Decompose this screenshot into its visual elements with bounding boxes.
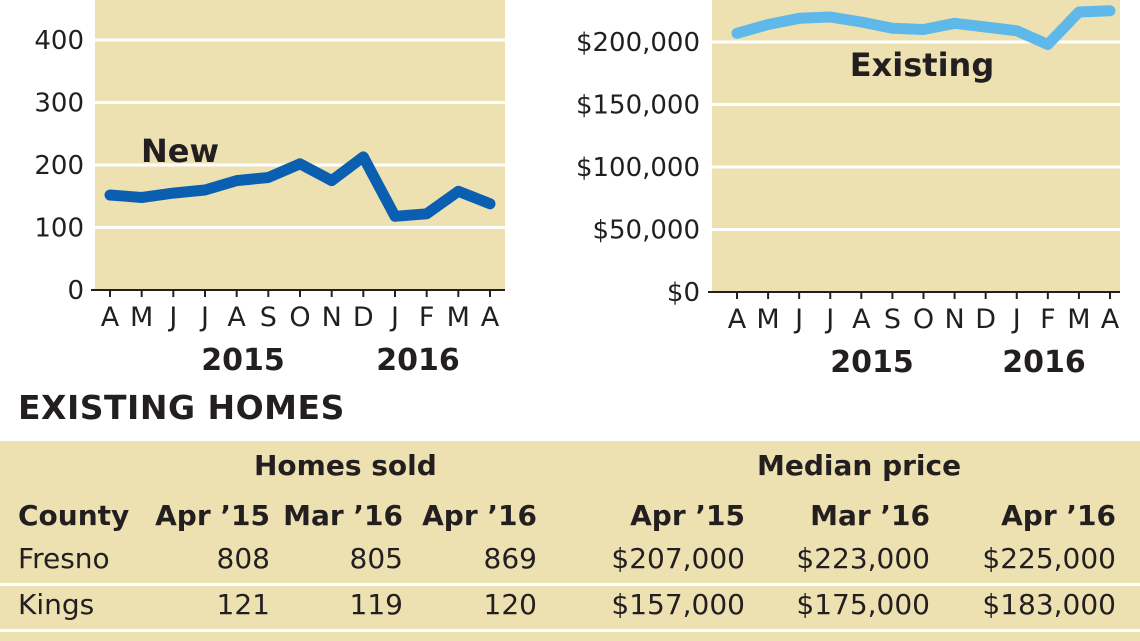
x-tick-label: S <box>884 304 901 335</box>
x-tick-label: N <box>944 304 964 335</box>
x-tick-label: M <box>130 302 153 333</box>
x-tick-label: O <box>289 302 310 333</box>
cell-sold-mar16: 805 <box>349 542 403 575</box>
x-tick-label: M <box>447 302 470 333</box>
plot-background <box>712 0 1120 292</box>
x-tick-label: J <box>167 302 177 333</box>
group-header-median-price: Median price <box>757 449 962 482</box>
column-header-row: County Apr ’15 Mar ’16 Apr ’16 Apr ’15 M… <box>0 494 1140 538</box>
x-tick-label: A <box>101 302 120 333</box>
y-tick-label: 200 <box>34 151 84 181</box>
cell-sold-apr16: 120 <box>483 588 537 621</box>
y-tick-label: 0 <box>67 276 84 306</box>
cell-sold-apr15: 121 <box>216 588 270 621</box>
x-tick-label: A <box>227 302 246 333</box>
year-label-2016: 2016 <box>376 343 460 378</box>
row-divider <box>0 629 1140 632</box>
col-header-price-apr16: Apr ’16 <box>1001 499 1116 532</box>
cell-price-apr16: $225,000 <box>982 542 1116 575</box>
table-row: Fresno 808 805 869 $207,000 $223,000 $22… <box>0 537 1140 581</box>
series-label-new: New <box>141 132 219 170</box>
x-tick-label: J <box>199 302 209 333</box>
cell-price-apr15: $207,000 <box>611 542 745 575</box>
y-tick-label: $150,000 <box>576 91 700 121</box>
x-tick-label: A <box>1101 304 1120 335</box>
cell-county: Kings <box>18 588 95 621</box>
year-label-2016: 2016 <box>1002 345 1086 380</box>
cell-county: Fresno <box>18 542 110 575</box>
series-line-existing <box>731 5 1116 50</box>
year-label-2015: 2015 <box>830 345 914 380</box>
col-header-county: County <box>18 499 130 532</box>
existing-homes-table: Homes sold Median price County Apr ’15 M… <box>0 441 1140 641</box>
cell-sold-apr15: 808 <box>216 542 270 575</box>
x-tick-label: S <box>260 302 277 333</box>
x-tick-label: D <box>975 304 996 335</box>
x-tick-label: J <box>793 304 803 335</box>
col-header-sold-apr15: Apr ’15 <box>155 499 270 532</box>
cell-price-apr16: $183,000 <box>982 588 1116 621</box>
cell-price-mar16: $175,000 <box>796 588 930 621</box>
row-divider <box>0 583 1140 586</box>
series-label-existing: Existing <box>850 46 994 84</box>
cell-price-apr15: $157,000 <box>611 588 745 621</box>
y-tick-label: 300 <box>34 89 84 119</box>
series-line-new <box>104 151 496 222</box>
x-tick-label: N <box>322 302 342 333</box>
x-tick-label: F <box>419 302 435 333</box>
col-header-sold-mar16: Mar ’16 <box>283 499 403 532</box>
x-tick-label: A <box>852 304 871 335</box>
x-tick-label: D <box>353 302 374 333</box>
cell-sold-apr16: 869 <box>483 542 537 575</box>
x-tick-label: J <box>1011 304 1021 335</box>
year-label-2015: 2015 <box>201 343 285 378</box>
plot-background <box>95 0 505 290</box>
x-tick-label: J <box>389 302 399 333</box>
col-header-price-apr15: Apr ’15 <box>630 499 745 532</box>
y-tick-label: $0 <box>667 278 700 308</box>
col-header-price-mar16: Mar ’16 <box>810 499 930 532</box>
cell-sold-mar16: 119 <box>349 588 403 621</box>
y-tick-label: $200,000 <box>576 28 700 58</box>
x-tick-label: A <box>481 302 500 333</box>
y-tick-label: $100,000 <box>576 153 700 183</box>
y-tick-label: 400 <box>34 26 84 56</box>
x-tick-label: O <box>913 304 934 335</box>
x-tick-label: M <box>1067 304 1090 335</box>
col-header-sold-apr16: Apr ’16 <box>422 499 537 532</box>
y-tick-label: 100 <box>34 214 84 244</box>
y-tick-label: $50,000 <box>592 216 700 246</box>
group-header-homes-sold: Homes sold <box>254 449 437 482</box>
x-tick-label: J <box>824 304 834 335</box>
cell-price-mar16: $223,000 <box>796 542 930 575</box>
x-tick-label: F <box>1040 304 1056 335</box>
table-title: EXISTING HOMES <box>18 388 345 427</box>
x-tick-label: A <box>728 304 747 335</box>
group-header-row: Homes sold Median price <box>0 444 1140 488</box>
x-tick-label: M <box>756 304 779 335</box>
table-row: Kings 121 119 120 $157,000 $175,000 $183… <box>0 583 1140 627</box>
